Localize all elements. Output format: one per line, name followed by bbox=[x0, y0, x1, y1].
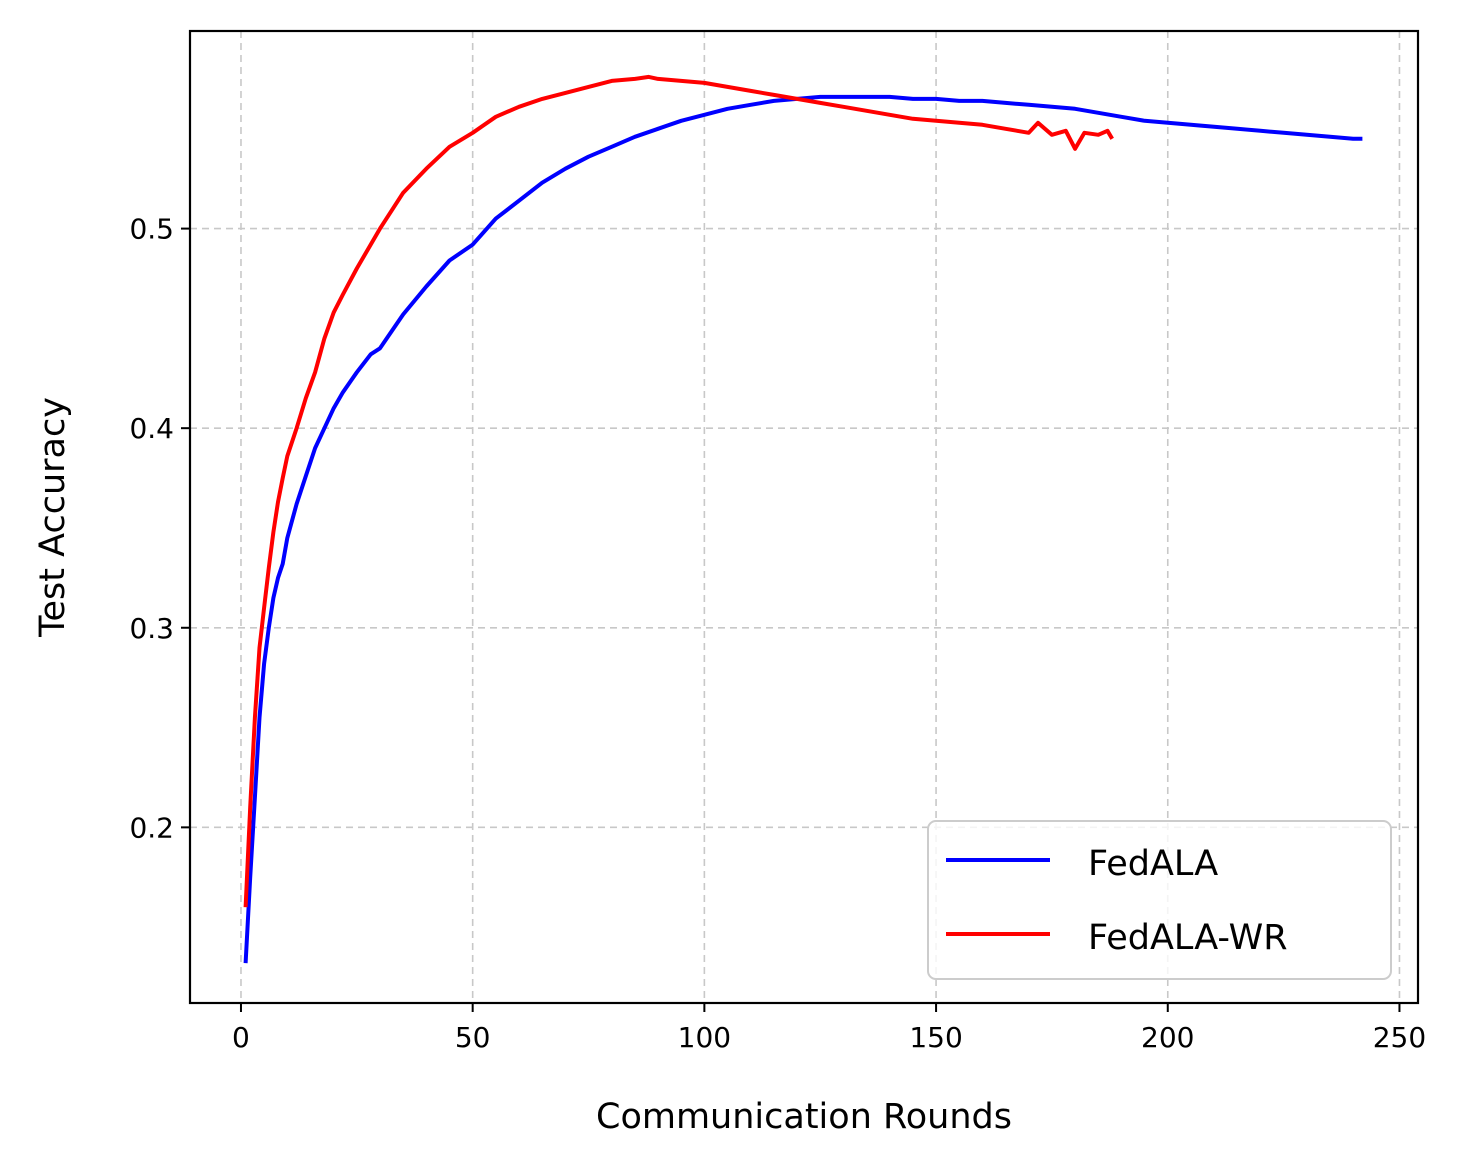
x-tick-label: 150 bbox=[909, 1021, 962, 1054]
series-line-fedala bbox=[243, 94, 1363, 964]
series-lines bbox=[243, 74, 1363, 964]
x-tick-label: 0 bbox=[232, 1021, 250, 1054]
x-axis-label: Communication Rounds bbox=[596, 1097, 1012, 1137]
axis-ticks: 0 50 100 150 200 250 0.2 0.3 0.4 0.5 bbox=[129, 213, 1426, 1054]
legend: FedALA FedALA-WR bbox=[927, 820, 1392, 980]
y-axis-label: Test Accuracy bbox=[33, 397, 73, 638]
legend-label-fedala-wr: FedALA-WR bbox=[1088, 918, 1288, 958]
y-tick-label: 0.2 bbox=[129, 811, 174, 844]
legend-label-fedala: FedALA bbox=[1088, 844, 1218, 884]
x-tick-label: 100 bbox=[678, 1021, 731, 1054]
plot-frame bbox=[188, 29, 1420, 1005]
series-line-fedala-wr bbox=[243, 74, 1114, 908]
y-tick-label: 0.5 bbox=[129, 213, 174, 246]
grid-lines bbox=[190, 31, 1418, 1003]
y-tick-label: 0.3 bbox=[129, 612, 174, 645]
y-tick-label: 0.4 bbox=[129, 412, 174, 445]
x-tick-label: 50 bbox=[455, 1021, 491, 1054]
x-tick-label: 250 bbox=[1373, 1021, 1426, 1054]
x-tick-label: 200 bbox=[1141, 1021, 1194, 1054]
